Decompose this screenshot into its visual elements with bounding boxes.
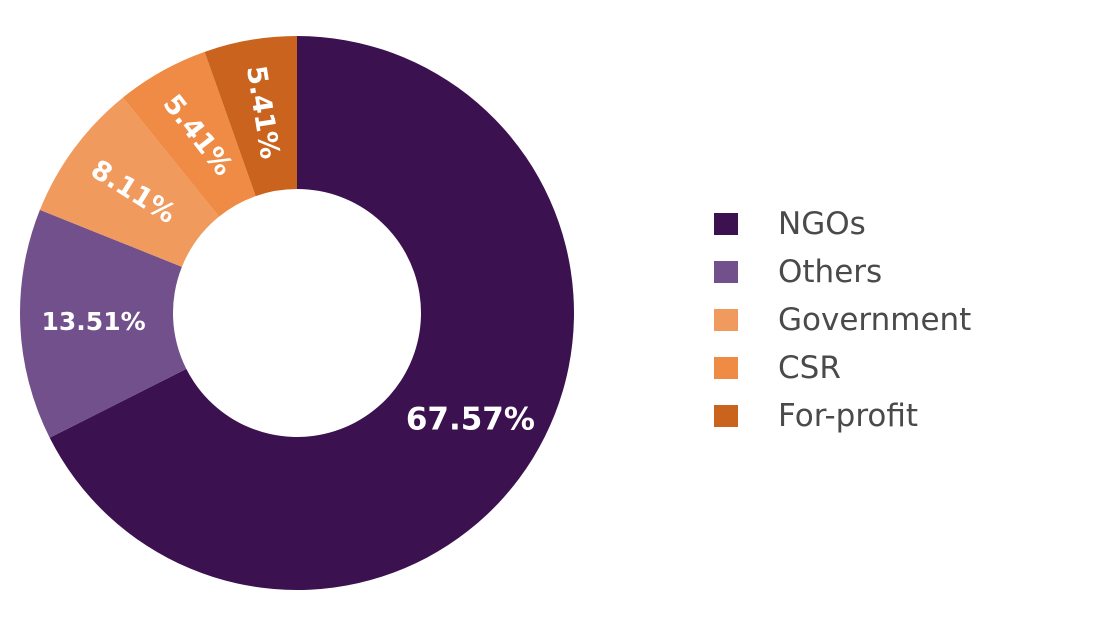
slice-for-profit — [204, 36, 297, 197]
slice-government — [39, 97, 220, 267]
legend-swatch — [714, 405, 738, 427]
slice-ngos — [49, 36, 575, 590]
legend-label: NGOs — [778, 206, 866, 242]
slice-csr — [122, 51, 256, 217]
slice-label-ngos: 67.57% — [406, 402, 535, 438]
legend-item-for-profit: For-profit — [714, 392, 1094, 440]
legend-item-ngos: NGOs — [714, 200, 1094, 248]
legend-item-government: Government — [714, 296, 1094, 344]
legend-swatch — [714, 309, 738, 331]
legend-label: Others — [778, 254, 883, 290]
legend-swatch — [714, 261, 738, 283]
legend-item-others: Others — [714, 248, 1094, 296]
donut-svg: 67.57%13.51%8.11%5.41% 5.41% — [20, 36, 575, 590]
legend-label: For-profit — [778, 398, 919, 434]
legend-label: Government — [778, 302, 972, 338]
legend-swatch — [714, 357, 738, 379]
legend: NGOs Others Government CSR For-profit — [714, 200, 1094, 440]
legend-label: CSR — [778, 350, 841, 386]
legend-swatch — [714, 213, 738, 235]
slice-label-others: 13.51% — [42, 307, 146, 336]
slice-others — [20, 209, 187, 438]
legend-item-csr: CSR — [714, 344, 1094, 392]
